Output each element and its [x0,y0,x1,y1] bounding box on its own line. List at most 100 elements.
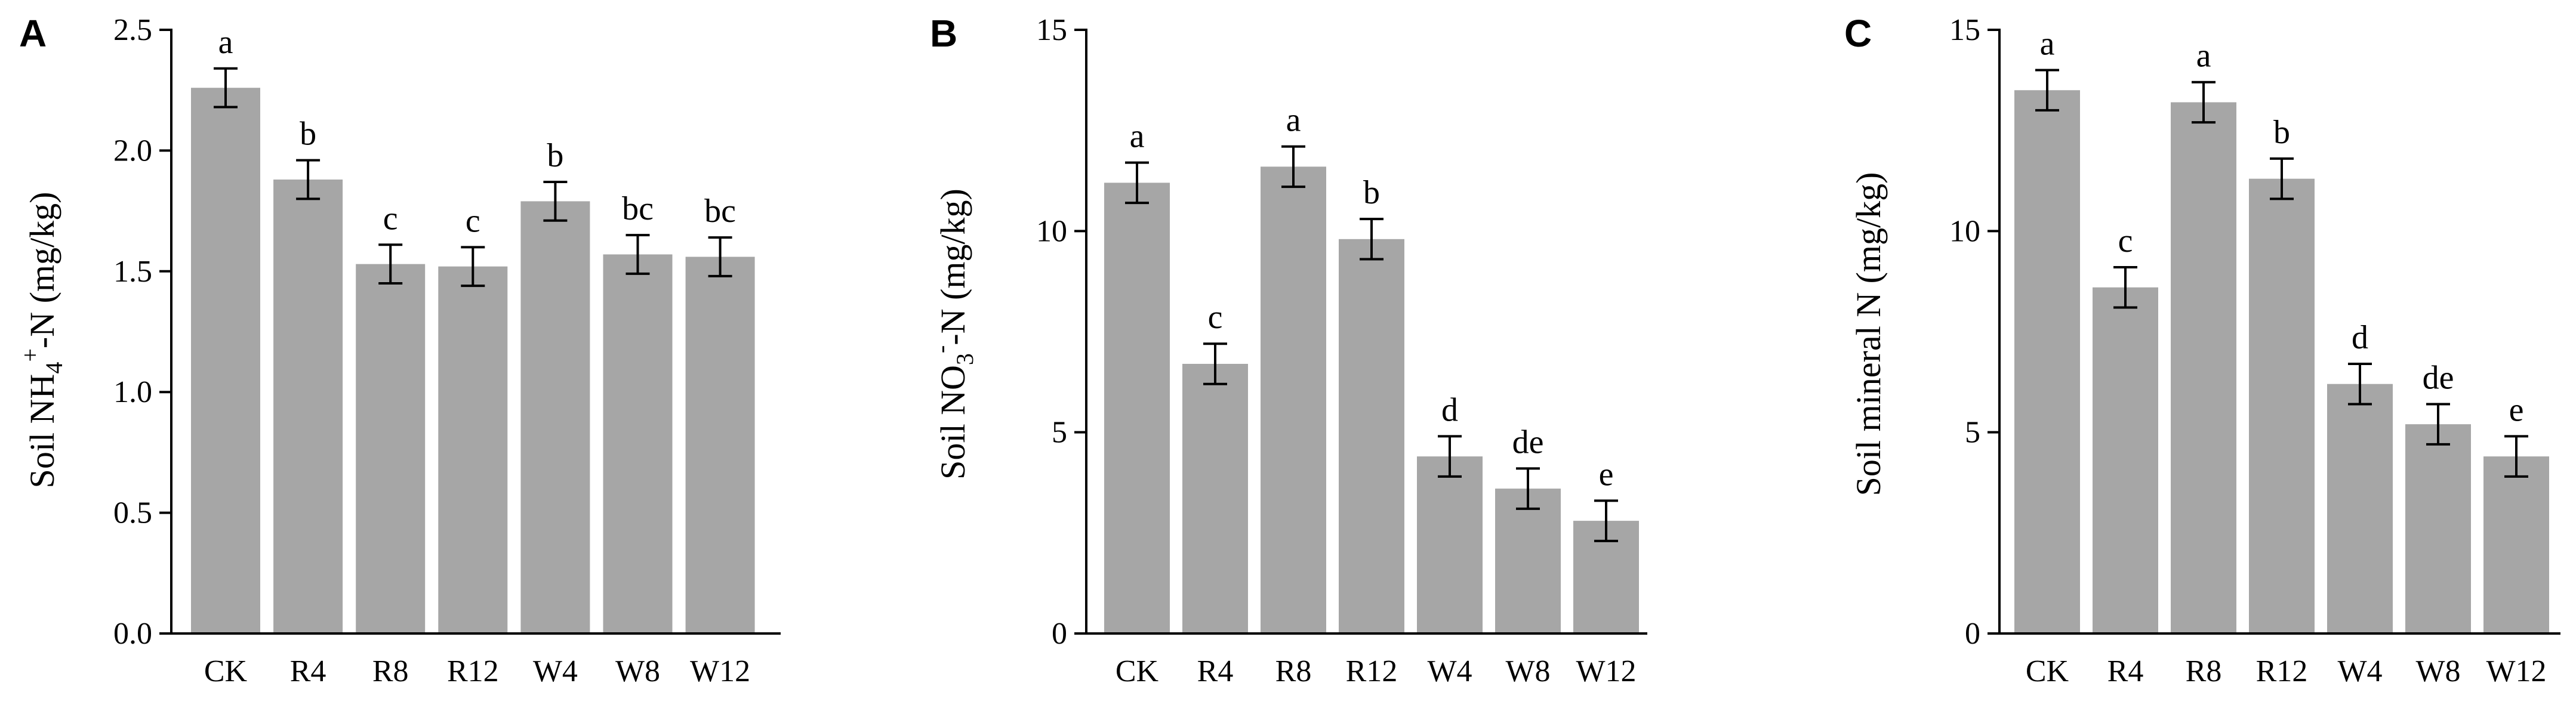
x-tick-label-w8: W8 [2415,654,2460,688]
error-bar-ck [2035,69,2059,112]
x-tick-label-w12: W12 [1576,654,1636,688]
y-tick-label: 10 [1036,214,1067,248]
bar-r4 [273,179,343,633]
x-tick-label-w12: W12 [690,654,750,688]
panel-letter: B [930,12,957,55]
x-tick-label-w12: W12 [2486,654,2546,688]
significance-letter: a [1130,118,1145,155]
x-tick-label-r12: R12 [447,654,499,688]
bar-r8 [1261,166,1326,633]
x-tick-label-ck: CK [204,654,248,688]
significance-letter: de [2423,359,2454,396]
bar-w8 [1495,489,1561,633]
significance-letter: b [1363,174,1380,211]
bar-r12 [2249,178,2315,633]
bar-r4 [2093,287,2158,634]
significance-letter: a [2040,25,2055,62]
x-tick-label-r12: R12 [2256,654,2308,688]
significance-letter: b [2273,114,2290,151]
x-tick-label-r4: R4 [290,654,326,688]
significance-letter: c [383,200,398,237]
y-tick-label: 1.5 [113,255,152,289]
error-bar-w8 [625,234,650,275]
bar-w8 [2405,424,2471,633]
error-bar-r8 [2192,81,2216,124]
significance-letter: d [2352,319,2368,356]
error-bar-w12 [2504,435,2528,478]
y-axis-title-main: Soil NH [23,374,61,489]
bar-r8 [356,264,426,633]
y-tick-label: 2.0 [113,134,152,168]
error-bar-r12 [1360,218,1383,261]
bar-ck [191,88,260,634]
bar-r12 [438,266,508,634]
significance-letter: d [1441,391,1458,428]
x-tick-label-r4: R4 [1197,654,1234,688]
y-tick-label: 5 [1052,416,1067,450]
bar-r4 [1182,363,1248,633]
y-axis-title-main: Soil NO [933,365,972,480]
panel-letter: A [19,12,47,55]
x-tick-label-w8: W8 [1505,654,1550,688]
significance-letter: de [1512,424,1544,461]
error-bar-r8 [378,243,403,285]
y-axis-title: Soil NO3--N (mg/kg) [928,188,978,480]
significance-letter: a [218,24,233,61]
x-tick-label-ck: CK [1116,654,1159,688]
y-axis-title-unit: -N (mg/kg) [23,192,61,349]
bar-w8 [603,254,673,633]
x-tick-label-w4: W4 [533,654,578,688]
y-tick-label: 15 [1949,13,1980,47]
significance-letter: a [2196,38,2211,75]
y-tick-label: 0.0 [113,617,152,651]
bar-w12 [2483,456,2549,633]
y-axis-title-subscript: 3 [951,353,978,365]
error-bar-w12 [1594,499,1618,542]
bar-r12 [1339,239,1404,633]
significance-letter: bc [704,193,736,230]
y-axis-title-superscript: - [928,345,954,353]
bar-w4 [520,201,590,634]
bar-w4 [2327,384,2393,633]
x-tick-label-r8: R8 [1275,654,1312,688]
error-bar-r12 [2270,157,2294,200]
x-tick-label-r8: R8 [2186,654,2222,688]
x-tick-label-r4: R4 [2107,654,2144,688]
bar-ck [2014,90,2080,633]
error-bar-w8 [1516,467,1540,510]
significance-letter: e [2509,391,2524,428]
bar-r8 [2171,102,2236,633]
y-tick-label: 0 [1052,617,1067,651]
panel-b: B Soil NO3--N (mg/kg) a CK c R4 a R8 b R12 d W4 de W8… [928,12,1647,688]
y-tick-label: 5 [1965,416,1980,450]
x-tick-label-r8: R8 [372,654,409,688]
significance-letter: b [547,137,563,174]
y-axis-title-unit: -N (mg/kg) [933,188,972,345]
significance-letter: bc [622,190,654,227]
significance-letter: c [2118,222,2133,259]
error-bar-r4 [296,159,321,200]
bar-ck [1104,183,1170,634]
y-tick-label: 10 [1949,214,1980,248]
panel-c: C Soil mineral N (mg/kg) a CK c R4 a R8 b R12 d W4 d… [1844,12,2560,688]
y-tick-label: 2.5 [113,13,152,47]
error-bar-r12 [461,246,485,288]
panel-a: A Soil NH4+-N (mg/kg) a CK b R4 c R8 c R12 b W4 bc W8… [17,12,781,688]
x-tick-label-r12: R12 [1346,654,1398,688]
x-tick-label-ck: CK [2026,654,2069,688]
error-bar-w4 [2348,362,2372,406]
error-bar-w8 [2426,403,2450,446]
bar-w4 [1417,456,1483,633]
x-tick-label-w4: W4 [2337,654,2382,688]
panel-letter: C [1844,12,1872,55]
error-bar-w4 [543,181,568,222]
y-tick-label: 15 [1036,13,1067,47]
error-bar-r8 [1281,145,1305,188]
bar-w12 [685,256,755,634]
error-bar-r4 [1203,342,1227,385]
x-tick-label-w8: W8 [615,654,660,688]
x-tick-label-w4: W4 [1427,654,1472,688]
y-axis-title: Soil NH4+-N (mg/kg) [17,192,67,489]
y-tick-label: 0 [1965,617,1980,651]
